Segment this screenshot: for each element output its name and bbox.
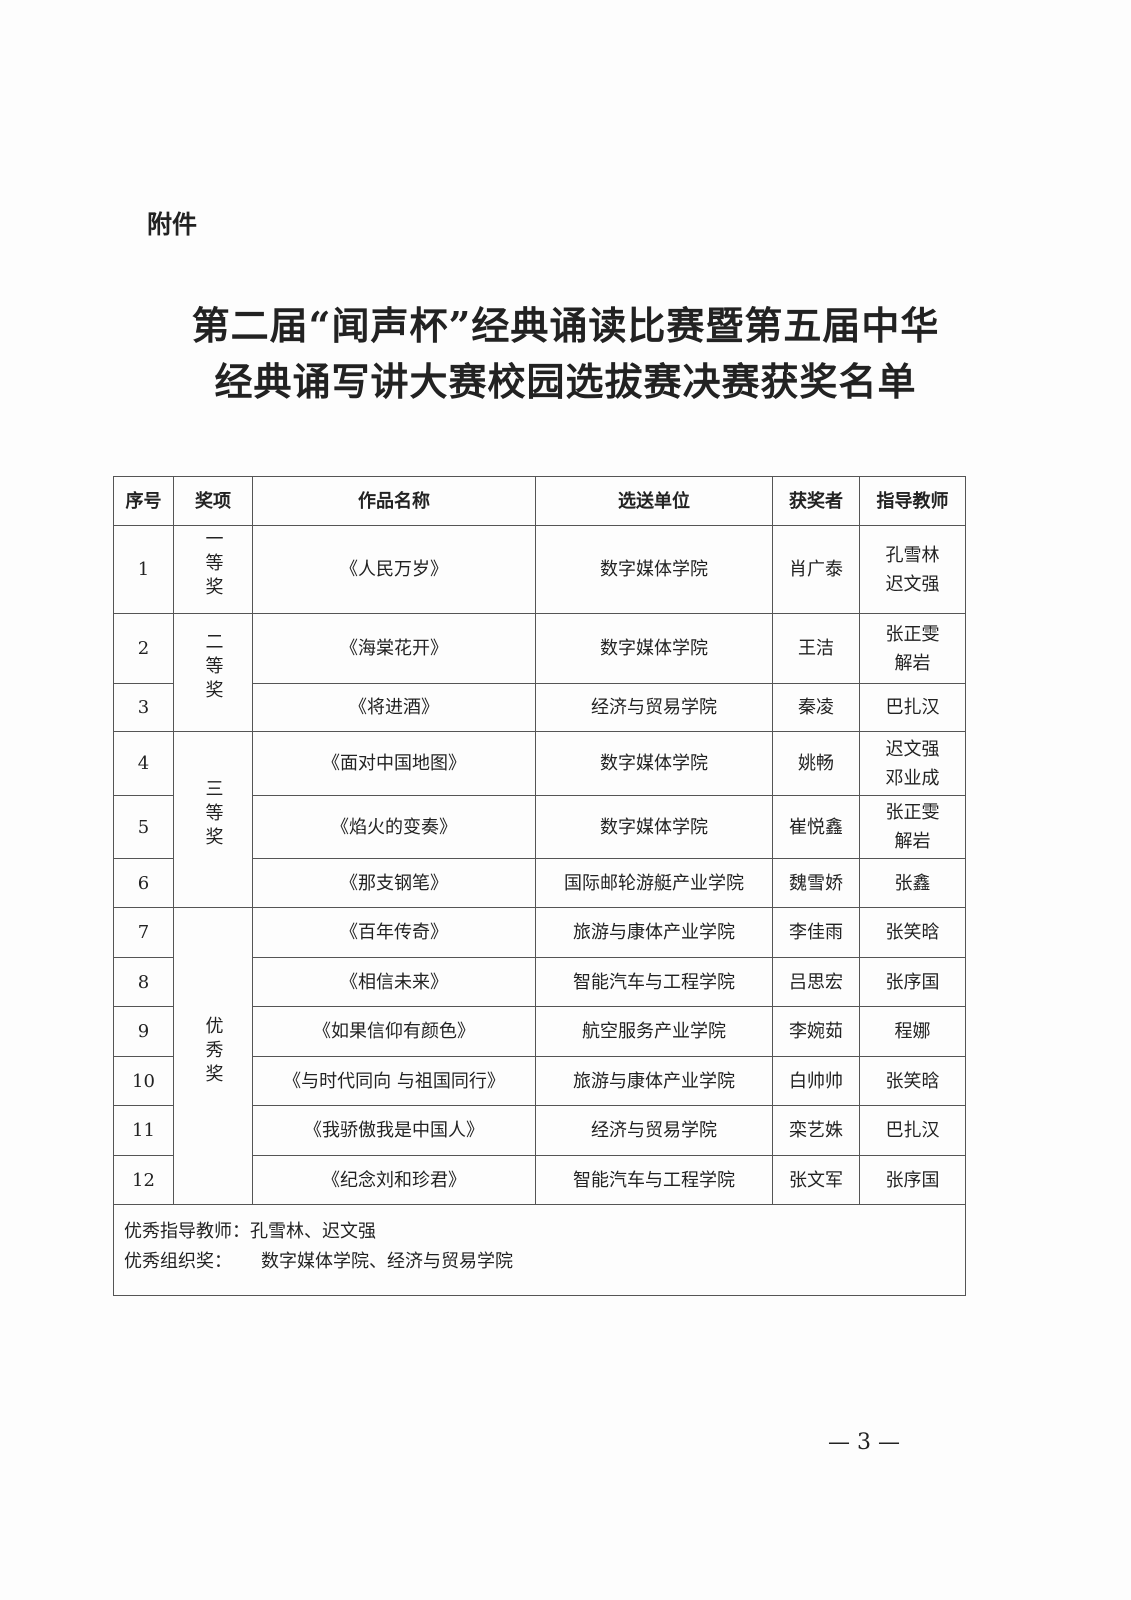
work-title: 《将进酒》 <box>252 683 536 732</box>
row-number: 4 <box>113 731 174 796</box>
row-number: 3 <box>113 683 174 732</box>
work-title: 《人民万岁》 <box>252 525 536 614</box>
header-cell: 选送单位 <box>535 476 773 526</box>
instructor-name: 张序国 <box>859 1155 966 1205</box>
instructor-name: 张正雯 解岩 <box>859 613 966 684</box>
submitting-unit: 数字媒体学院 <box>535 795 773 859</box>
winner-name: 肖广泰 <box>772 525 860 614</box>
work-title: 《海棠花开》 <box>252 613 536 684</box>
table-row: 3 《将进酒》 经济与贸易学院 秦凌 巴扎汉 <box>113 683 966 732</box>
header-cell: 作品名称 <box>252 476 536 526</box>
submitting-unit: 数字媒体学院 <box>535 613 773 684</box>
attachment-label: 附件 <box>147 210 198 239</box>
award-cell: 三等奖 <box>173 731 253 908</box>
instructor-name: 张笑晗 <box>859 907 966 958</box>
table-row: 6 《那支钢笔》 国际邮轮游艇产业学院 魏雪娇 张鑫 <box>113 858 966 908</box>
submitting-unit: 经济与贸易学院 <box>535 683 773 732</box>
table-row: 11 《我骄傲我是中国人》 经济与贸易学院 栾艺姝 巴扎汉 <box>113 1105 966 1156</box>
header-cell: 指导教师 <box>859 476 966 526</box>
header-cell: 奖项 <box>173 476 253 526</box>
winner-name: 吕思宏 <box>772 957 860 1007</box>
table-footer-row: 优秀指导教师：孔雪林、迟文强 优秀组织奖： 数字媒体学院、经济与贸易学院 <box>113 1204 966 1296</box>
row-number: 1 <box>113 525 174 614</box>
row-number: 7 <box>113 907 174 958</box>
header-cell: 序号 <box>113 476 174 526</box>
winner-name: 张文军 <box>772 1155 860 1205</box>
row-number: 2 <box>113 613 174 684</box>
table-row: 1 一等奖 《人民万岁》 数字媒体学院 肖广泰 孔雪林 迟文强 <box>113 525 966 614</box>
award-table: 序号 奖项 作品名称 选送单位 获奖者 指导教师 1 一等奖 《人民万岁》 数字媒体学… <box>113 476 966 1296</box>
work-title: 《那支钢笔》 <box>252 858 536 908</box>
excellent-org-value: 数字媒体学院、经济与贸易学院 <box>261 1251 513 1272</box>
winner-name: 栾艺姝 <box>772 1105 860 1156</box>
submitting-unit: 智能汽车与工程学院 <box>535 1155 773 1205</box>
award-cell: 一等奖 <box>173 525 253 614</box>
row-number: 11 <box>113 1105 174 1156</box>
row-number: 8 <box>113 957 174 1007</box>
instructor-name: 巴扎汉 <box>859 1105 966 1156</box>
row-number: 5 <box>113 795 174 859</box>
row-number: 10 <box>113 1056 174 1106</box>
table-row: 5 《焰火的变奏》 数字媒体学院 崔悦鑫 张正雯 解岩 <box>113 795 966 859</box>
work-title: 《我骄傲我是中国人》 <box>252 1105 536 1156</box>
award-cell: 二等奖 <box>173 613 253 732</box>
winner-name: 王洁 <box>772 613 860 684</box>
excellent-teacher-label: 优秀指导教师： <box>124 1221 250 1242</box>
winner-name: 白帅帅 <box>772 1056 860 1106</box>
work-title: 《相信未来》 <box>252 957 536 1007</box>
work-title: 《如果信仰有颜色》 <box>252 1006 536 1057</box>
table-row: 8 《相信未来》 智能汽车与工程学院 吕思宏 张序国 <box>113 957 966 1007</box>
instructor-name: 孔雪林 迟文强 <box>859 525 966 614</box>
award-label: 优秀奖 <box>202 1015 224 1088</box>
table-header-row: 序号 奖项 作品名称 选送单位 获奖者 指导教师 <box>113 476 966 526</box>
table-row: 7 优秀奖 《百年传奇》 旅游与康体产业学院 李佳雨 张笑晗 <box>113 907 966 1205</box>
winner-name: 李婉茹 <box>772 1006 860 1057</box>
excellent-org-label: 优秀组织奖： <box>124 1251 232 1272</box>
header-cell: 获奖者 <box>772 476 860 526</box>
winner-name: 崔悦鑫 <box>772 795 860 859</box>
award-label: 三等奖 <box>202 779 224 851</box>
submitting-unit: 旅游与康体产业学院 <box>535 907 773 958</box>
table-row: 9 《如果信仰有颜色》 航空服务产业学院 李婉茹 程娜 <box>113 1006 966 1057</box>
submitting-unit: 经济与贸易学院 <box>535 1105 773 1156</box>
instructor-name: 巴扎汉 <box>859 683 966 732</box>
winner-name: 李佳雨 <box>772 907 860 958</box>
instructor-name: 张笑晗 <box>859 1056 966 1106</box>
row-number: 9 <box>113 1006 174 1057</box>
row-number: 6 <box>113 858 174 908</box>
table-row: 2 二等奖 《海棠花开》 数字媒体学院 王洁 张正雯 解岩 <box>113 613 966 732</box>
work-title: 《焰火的变奏》 <box>252 795 536 859</box>
award-label: 二等奖 <box>202 632 224 704</box>
instructor-name: 张鑫 <box>859 858 966 908</box>
work-title: 《面对中国地图》 <box>252 731 536 796</box>
instructor-name: 迟文强 邓业成 <box>859 731 966 796</box>
instructor-name: 张正雯 解岩 <box>859 795 966 859</box>
document-title: 第二届“闻声杯”经典诵读比赛暨第五届中华 经典诵写讲大赛校园选拔赛决赛获奖名单 <box>0 298 1131 410</box>
submitting-unit: 国际邮轮游艇产业学院 <box>535 858 773 908</box>
winner-name: 秦凌 <box>772 683 860 732</box>
submitting-unit: 智能汽车与工程学院 <box>535 957 773 1007</box>
work-title: 《百年传奇》 <box>252 907 536 958</box>
award-cell: 优秀奖 <box>173 907 253 1205</box>
instructor-name: 张序国 <box>859 957 966 1007</box>
submitting-unit: 数字媒体学院 <box>535 525 773 614</box>
title-line-1: 第二届“闻声杯”经典诵读比赛暨第五届中华 <box>191 303 940 348</box>
row-number: 12 <box>113 1155 174 1205</box>
submitting-unit: 数字媒体学院 <box>535 731 773 796</box>
work-title: 《与时代同向 与祖国同行》 <box>252 1056 536 1106</box>
award-label: 一等奖 <box>202 529 224 601</box>
instructor-name: 程娜 <box>859 1006 966 1057</box>
winner-name: 魏雪娇 <box>772 858 860 908</box>
submitting-unit: 旅游与康体产业学院 <box>535 1056 773 1106</box>
title-line-2: 经典诵写讲大赛校园选拔赛决赛获奖名单 <box>214 359 917 404</box>
table-row: 10 《与时代同向 与祖国同行》 旅游与康体产业学院 白帅帅 张笑晗 <box>113 1056 966 1106</box>
winner-name: 姚畅 <box>772 731 860 796</box>
footer-cell: 优秀指导教师：孔雪林、迟文强 优秀组织奖： 数字媒体学院、经济与贸易学院 <box>113 1204 966 1296</box>
work-title: 《纪念刘和珍君》 <box>252 1155 536 1205</box>
page-number: — 3 — <box>828 1430 900 1455</box>
submitting-unit: 航空服务产业学院 <box>535 1006 773 1057</box>
excellent-teacher-value: 孔雪林、迟文强 <box>250 1221 376 1242</box>
table-row: 4 三等奖 《面对中国地图》 数字媒体学院 姚畅 迟文强 邓业成 <box>113 731 966 908</box>
